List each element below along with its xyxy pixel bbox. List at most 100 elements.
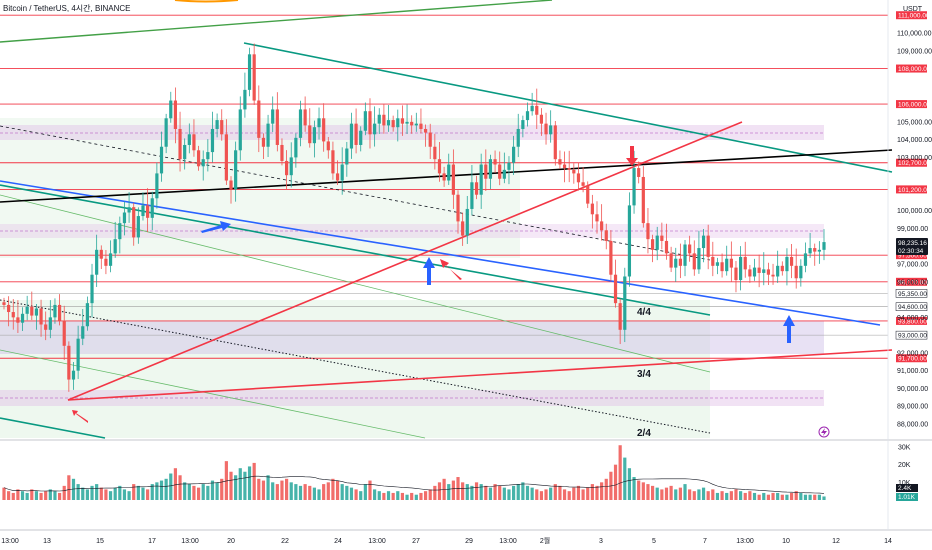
candle-body xyxy=(322,118,326,142)
candle-body xyxy=(525,111,530,121)
volume-bar xyxy=(317,489,321,500)
volume-bar xyxy=(683,484,687,500)
green-channel-upper[interactable] xyxy=(243,42,893,173)
candle-body xyxy=(104,258,108,266)
gray-tag-1 xyxy=(895,302,928,311)
candle-body xyxy=(308,125,312,144)
red-trendline-flat[interactable] xyxy=(67,349,893,401)
zone-93k xyxy=(0,321,824,354)
candle-body xyxy=(664,240,669,254)
price-tick-2: 90,000.00 xyxy=(897,386,928,393)
level-label-8: 91,700.00 xyxy=(898,356,927,363)
volume-bar xyxy=(90,485,94,500)
volume-bar xyxy=(132,484,136,500)
candle-body xyxy=(498,164,502,179)
candle-body xyxy=(688,244,692,254)
volume-bar xyxy=(108,491,113,500)
volume-bar xyxy=(512,485,516,500)
support-zone-upper xyxy=(0,118,520,258)
candle-body xyxy=(90,274,94,304)
candle-body xyxy=(62,320,66,346)
volume-bar xyxy=(229,471,233,500)
gray-tag-2 xyxy=(895,330,928,340)
level-tag-0 xyxy=(896,11,927,20)
candle-body xyxy=(692,253,696,270)
blue-trendline[interactable] xyxy=(0,180,881,326)
level-label-7: 93,800.00 xyxy=(898,318,927,325)
volume-bar xyxy=(53,491,57,500)
candle-body xyxy=(7,304,11,313)
candle-body xyxy=(590,203,594,215)
volume-bar xyxy=(25,492,29,500)
candle-body xyxy=(382,114,386,126)
volume-bar xyxy=(428,489,432,500)
candle-body xyxy=(442,173,446,181)
volume-tick-2: 10K xyxy=(898,480,911,487)
candle-body xyxy=(400,118,405,124)
gray-tag-0 xyxy=(895,289,928,298)
red-trendline-steep[interactable] xyxy=(67,121,743,401)
candle-body xyxy=(660,235,664,241)
price-axis-ticks: 88,000.00 89,000.00 90,000.00 91,000.00 92,0… xyxy=(897,31,932,429)
volume-bar xyxy=(210,480,215,500)
volume-bar xyxy=(386,491,391,500)
volume-bar xyxy=(275,484,279,500)
candle-body xyxy=(85,303,89,327)
volume-bar xyxy=(423,491,428,500)
green-channel-lower[interactable] xyxy=(0,184,711,316)
volume-bar xyxy=(484,485,488,500)
volume-bar xyxy=(544,489,548,500)
candle-body xyxy=(627,205,632,277)
volume-bar xyxy=(539,491,544,500)
price-tick-13: 109,000.00 xyxy=(897,48,932,55)
volume-bar xyxy=(572,487,576,500)
volume-bar xyxy=(581,489,585,500)
volume-bar xyxy=(215,482,219,500)
candle-body xyxy=(53,304,57,318)
candles[interactable] xyxy=(2,43,826,392)
candle-body xyxy=(470,182,474,209)
candle-body xyxy=(247,54,252,90)
volume-bar xyxy=(553,484,557,500)
candle-body xyxy=(428,132,432,147)
x-tick-11: 13:00 xyxy=(499,538,517,545)
x-tick-3: 17 xyxy=(148,538,156,545)
svg-text:02:30:34: 02:30:34 xyxy=(898,248,924,255)
volume-bar xyxy=(549,487,553,500)
candle-body xyxy=(641,176,645,224)
volume-bar xyxy=(521,482,525,500)
candle-body xyxy=(739,256,743,281)
candle-body xyxy=(558,159,562,165)
candle-body xyxy=(34,308,39,316)
candle-body xyxy=(2,302,6,305)
price-tick-5: 94,000.00 xyxy=(897,315,928,322)
candle-body xyxy=(386,120,391,126)
volume-bar xyxy=(604,478,608,500)
volume-bar xyxy=(674,489,678,500)
candle-body xyxy=(752,267,757,277)
volume-bar xyxy=(613,464,618,500)
annotation-4-4: 4/4 xyxy=(637,307,651,318)
volume-bar xyxy=(261,480,266,500)
candle-body xyxy=(808,248,812,254)
red-arrow-low xyxy=(72,410,88,423)
volume-bar xyxy=(30,489,34,500)
lightning-icon[interactable] xyxy=(818,426,830,438)
green-trendline-top[interactable] xyxy=(0,0,553,43)
x-tick-4: 13:00 xyxy=(181,538,199,545)
volume-bar xyxy=(660,489,664,500)
candle-body xyxy=(71,370,76,380)
black-trendline[interactable] xyxy=(0,149,893,203)
black-dashed-line xyxy=(0,125,711,261)
x-tick-5: 20 xyxy=(227,538,235,545)
volume-bar xyxy=(516,484,520,500)
volume-bar xyxy=(7,491,11,500)
volume-bar xyxy=(706,491,710,500)
volume-bar xyxy=(155,482,159,500)
level-label-3: 102,700.00 xyxy=(898,160,931,167)
candle-body xyxy=(294,137,298,158)
volume-bar xyxy=(340,484,344,500)
volume-bar xyxy=(169,473,173,500)
volume-bar xyxy=(363,484,367,500)
